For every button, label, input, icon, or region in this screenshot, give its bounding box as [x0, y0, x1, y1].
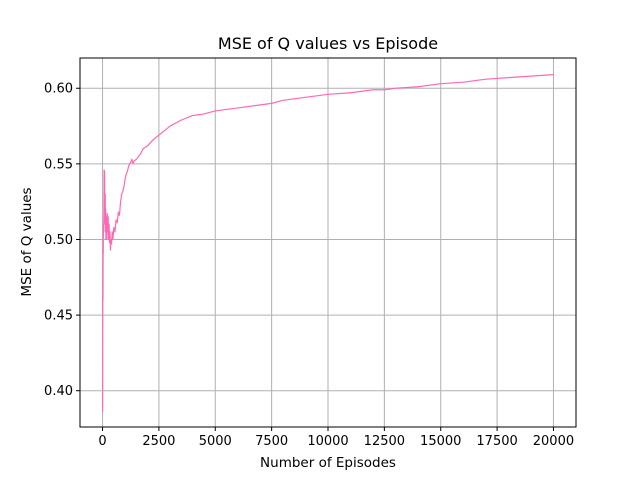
chart-title: MSE of Q values vs Episode: [218, 34, 438, 53]
x-tick-label: 20000: [533, 434, 574, 449]
x-tick-label: 12500: [364, 434, 405, 449]
x-tick-label: 17500: [476, 434, 517, 449]
x-axis-label: Number of Episodes: [260, 455, 396, 471]
x-tick-label: 5000: [199, 434, 232, 449]
y-tick-label: 0.40: [44, 384, 73, 399]
y-tick-label: 0.55: [44, 157, 73, 172]
x-axis-ticks: 0 2500 5000 7500 10000 12500 15000 17500 20000: [98, 427, 574, 449]
x-tick-label: 0: [98, 434, 106, 449]
y-tick-label: 0.50: [44, 233, 73, 248]
y-tick-label: 0.45: [44, 309, 73, 324]
mse-series-line: [101, 74, 554, 412]
y-tick-label: 0.60: [44, 82, 73, 97]
y-axis-label: MSE of Q values: [19, 187, 35, 296]
x-tick-label: 10000: [307, 434, 348, 449]
y-axis-ticks: 0.40 0.45 0.50 0.55 0.60: [44, 82, 80, 399]
x-tick-label: 2500: [142, 434, 175, 449]
x-tick-label: 15000: [420, 434, 461, 449]
grid: [80, 58, 576, 427]
x-tick-label: 7500: [255, 434, 288, 449]
series-layer: [101, 74, 554, 412]
